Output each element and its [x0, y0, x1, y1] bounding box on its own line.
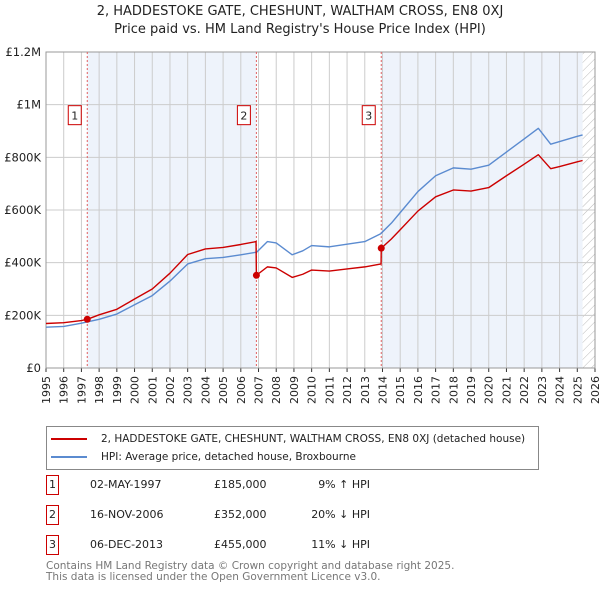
sale-date: 02-MAY-1997	[90, 478, 162, 491]
sale-label: 2	[240, 110, 247, 123]
sale-price: £455,000	[214, 538, 267, 551]
x-tick-label: 2015	[394, 376, 407, 404]
sale-point	[83, 315, 91, 323]
x-tick-label: 1999	[111, 376, 124, 404]
x-tick-label: 2025	[571, 376, 584, 404]
sale-label: 3	[365, 110, 372, 123]
y-tick-label: £600K	[4, 203, 41, 217]
chart-title: 2, HADDESTOKE GATE, CHESHUNT, WALTHAM CR…	[96, 4, 504, 19]
x-tick-label: 2026	[589, 376, 600, 404]
sale-marker-badge: 2	[46, 505, 59, 525]
y-tick-label: £800K	[4, 150, 41, 164]
y-tick-label: £1.2M	[5, 45, 41, 59]
sale-hpi-diff: 11% ↓ HPI	[311, 538, 370, 551]
sale-point	[377, 244, 385, 252]
y-tick-label: £400K	[4, 256, 41, 270]
x-tick-label: 2011	[323, 376, 336, 404]
sale-label-box	[67, 105, 82, 126]
sale-hpi-diff: 9% ↑ HPI	[318, 478, 370, 491]
sale-label-box	[236, 105, 251, 126]
x-tick-label: 2002	[164, 376, 177, 404]
x-tick-label: 2021	[500, 376, 513, 404]
x-tick-label: 2023	[536, 376, 549, 404]
x-tick-label: 1996	[58, 376, 71, 404]
blue-line-swatch	[51, 456, 87, 458]
sale-price: £352,000	[214, 508, 267, 521]
legend-label: 2, HADDESTOKE GATE, CHESHUNT, WALTHAM CR…	[101, 433, 526, 445]
x-tick-label: 2007	[253, 376, 266, 404]
x-tick-label: 1997	[75, 376, 88, 404]
x-tick-label: 2016	[412, 376, 425, 404]
x-tick-label: 2004	[199, 376, 212, 404]
x-tick-label: 2008	[270, 376, 283, 404]
footer-line: This data is licensed under the Open Gov…	[46, 571, 381, 583]
sale-marker-badge: 1	[46, 475, 59, 495]
x-tick-label: 2020	[483, 376, 496, 404]
sale-hpi-diff: 20% ↓ HPI	[311, 508, 370, 521]
y-tick-label: £0	[26, 361, 41, 375]
property-price-line	[45, 153, 583, 325]
legend-item-hpi: HPI: Average price, detached house, Brox…	[51, 449, 356, 465]
x-tick-label: 2005	[217, 376, 230, 404]
plot-frame	[45, 51, 596, 369]
x-tick-label: 2001	[146, 376, 159, 404]
footer: Contains HM Land Registry data © Crown c…	[46, 561, 454, 583]
chart-subtitle: Price paid vs. HM Land Registry's House …	[114, 22, 486, 37]
y-tick-label: £1M	[16, 98, 41, 112]
x-tick-label: 2003	[182, 376, 195, 404]
sale-date: 06-DEC-2013	[90, 538, 164, 551]
x-tick-label: 2006	[235, 376, 248, 404]
x-tick-label: 2014	[376, 376, 389, 404]
x-tick-label: 1995	[40, 376, 53, 404]
legend-label: HPI: Average price, detached house, Brox…	[101, 451, 356, 463]
x-tick-label: 2013	[359, 376, 372, 404]
sale-label: 1	[71, 110, 78, 123]
x-tick-label: 2024	[554, 376, 567, 404]
x-tick-label: 1998	[93, 376, 106, 404]
sale-date: 16-NOV-2006	[90, 508, 164, 521]
sale-label-box	[361, 105, 376, 126]
sale-price: £185,000	[214, 478, 267, 491]
x-tick-label: 2012	[341, 376, 354, 404]
footer-line: Contains HM Land Registry data © Crown c…	[46, 560, 455, 572]
x-tick-label: 2017	[430, 376, 443, 404]
x-tick-label: 2019	[465, 376, 478, 404]
x-tick-label: 2010	[306, 376, 319, 404]
sale-point	[252, 271, 260, 279]
legend-item-property: 2, HADDESTOKE GATE, CHESHUNT, WALTHAM CR…	[51, 431, 525, 447]
x-tick-label: 2018	[447, 376, 460, 404]
x-tick-label: 2022	[518, 376, 531, 404]
red-line-swatch	[51, 438, 87, 440]
sale-marker-badge: 3	[46, 535, 59, 555]
hpi-line	[45, 127, 583, 328]
price-chart: 1995 1996 1997 1998 1999 2000 2001 2002 2003 2004…	[4, 45, 600, 404]
x-tick-label: 2009	[288, 376, 301, 404]
x-tick-label: 2000	[129, 376, 142, 404]
y-tick-label: £200K	[4, 308, 41, 322]
legend: 2, HADDESTOKE GATE, CHESHUNT, WALTHAM CR…	[46, 426, 539, 470]
